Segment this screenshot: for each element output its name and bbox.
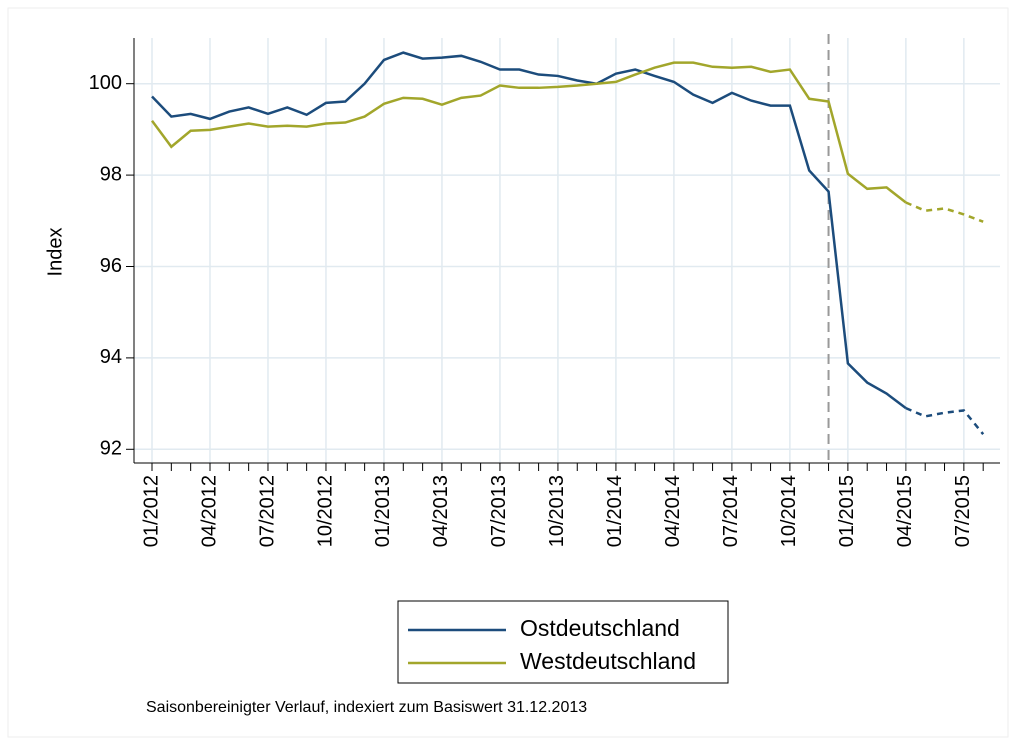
x-tick-label: 10/2013	[546, 475, 568, 547]
note: Saisonbereinigter Verlauf, indexiert zum…	[146, 699, 587, 716]
x-tick-label: 04/2014	[662, 475, 684, 547]
x-tick-label: 04/2012	[198, 475, 220, 547]
x-tick-label: 01/2014	[604, 475, 626, 547]
y-tick-label: 98	[100, 163, 122, 185]
x-tick-label: 07/2013	[488, 475, 510, 547]
y-tick-label: 96	[100, 255, 122, 277]
x-tick-label: 07/2015	[952, 475, 974, 547]
x-tick-label: 07/2012	[256, 475, 278, 547]
y-axis-label: Index	[44, 228, 66, 277]
series-line	[151, 51, 907, 410]
series-line	[905, 201, 984, 223]
y-tick-label: 100	[89, 72, 122, 94]
series-line	[150, 61, 907, 204]
x-tick-label: 07/2014	[720, 475, 742, 547]
x-tick-label: 01/2015	[836, 475, 858, 547]
series-line	[905, 407, 985, 435]
x-tick-label: 01/2013	[372, 475, 394, 547]
x-tick-label: 04/2013	[430, 475, 452, 547]
x-tick-label: 04/2015	[894, 475, 916, 547]
x-tick-label: 01/2012	[140, 475, 162, 547]
y-tick-label: 94	[100, 346, 122, 368]
legend-label: Ostdeutschland	[520, 615, 680, 641]
y-tick-label: 92	[100, 438, 122, 460]
legend-box	[397, 600, 729, 684]
x-tick-label: 10/2012	[314, 475, 336, 547]
legend-label: Westdeutschland	[520, 648, 696, 674]
x-tick-label: 10/2014	[778, 475, 800, 547]
